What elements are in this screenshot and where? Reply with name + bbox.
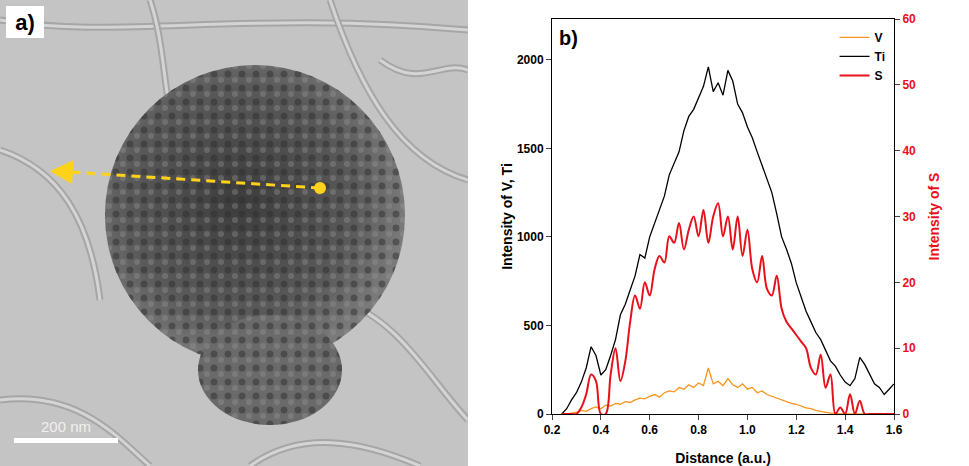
svg-text:0.4: 0.4 — [593, 423, 610, 437]
svg-text:b): b) — [559, 27, 578, 49]
svg-text:30: 30 — [902, 210, 916, 224]
svg-text:V: V — [875, 31, 883, 45]
svg-text:1.6: 1.6 — [886, 423, 903, 437]
svg-text:60: 60 — [902, 12, 916, 26]
svg-text:20: 20 — [902, 276, 916, 290]
svg-text:0: 0 — [537, 407, 544, 421]
svg-text:500: 500 — [524, 319, 544, 333]
svg-text:Intensity of S: Intensity of S — [926, 173, 942, 261]
svg-text:Distance (a.u.): Distance (a.u.) — [675, 450, 771, 466]
svg-text:a): a) — [15, 10, 35, 35]
svg-text:40: 40 — [902, 144, 916, 158]
svg-text:1500: 1500 — [517, 142, 544, 156]
svg-text:S: S — [875, 69, 883, 83]
svg-text:Intensity of V, Ti: Intensity of V, Ti — [499, 163, 515, 270]
svg-text:1.4: 1.4 — [837, 423, 854, 437]
svg-text:0: 0 — [902, 407, 909, 421]
svg-text:Ti: Ti — [875, 50, 885, 64]
svg-text:1.2: 1.2 — [788, 423, 805, 437]
svg-text:1.0: 1.0 — [739, 423, 756, 437]
svg-text:10: 10 — [902, 341, 916, 355]
svg-text:0.8: 0.8 — [690, 423, 707, 437]
svg-text:1000: 1000 — [517, 230, 544, 244]
svg-text:50: 50 — [902, 78, 916, 92]
svg-text:2000: 2000 — [517, 53, 544, 67]
svg-text:200 nm: 200 nm — [41, 418, 91, 435]
svg-text:0.2: 0.2 — [544, 423, 561, 437]
svg-text:0.6: 0.6 — [641, 423, 658, 437]
